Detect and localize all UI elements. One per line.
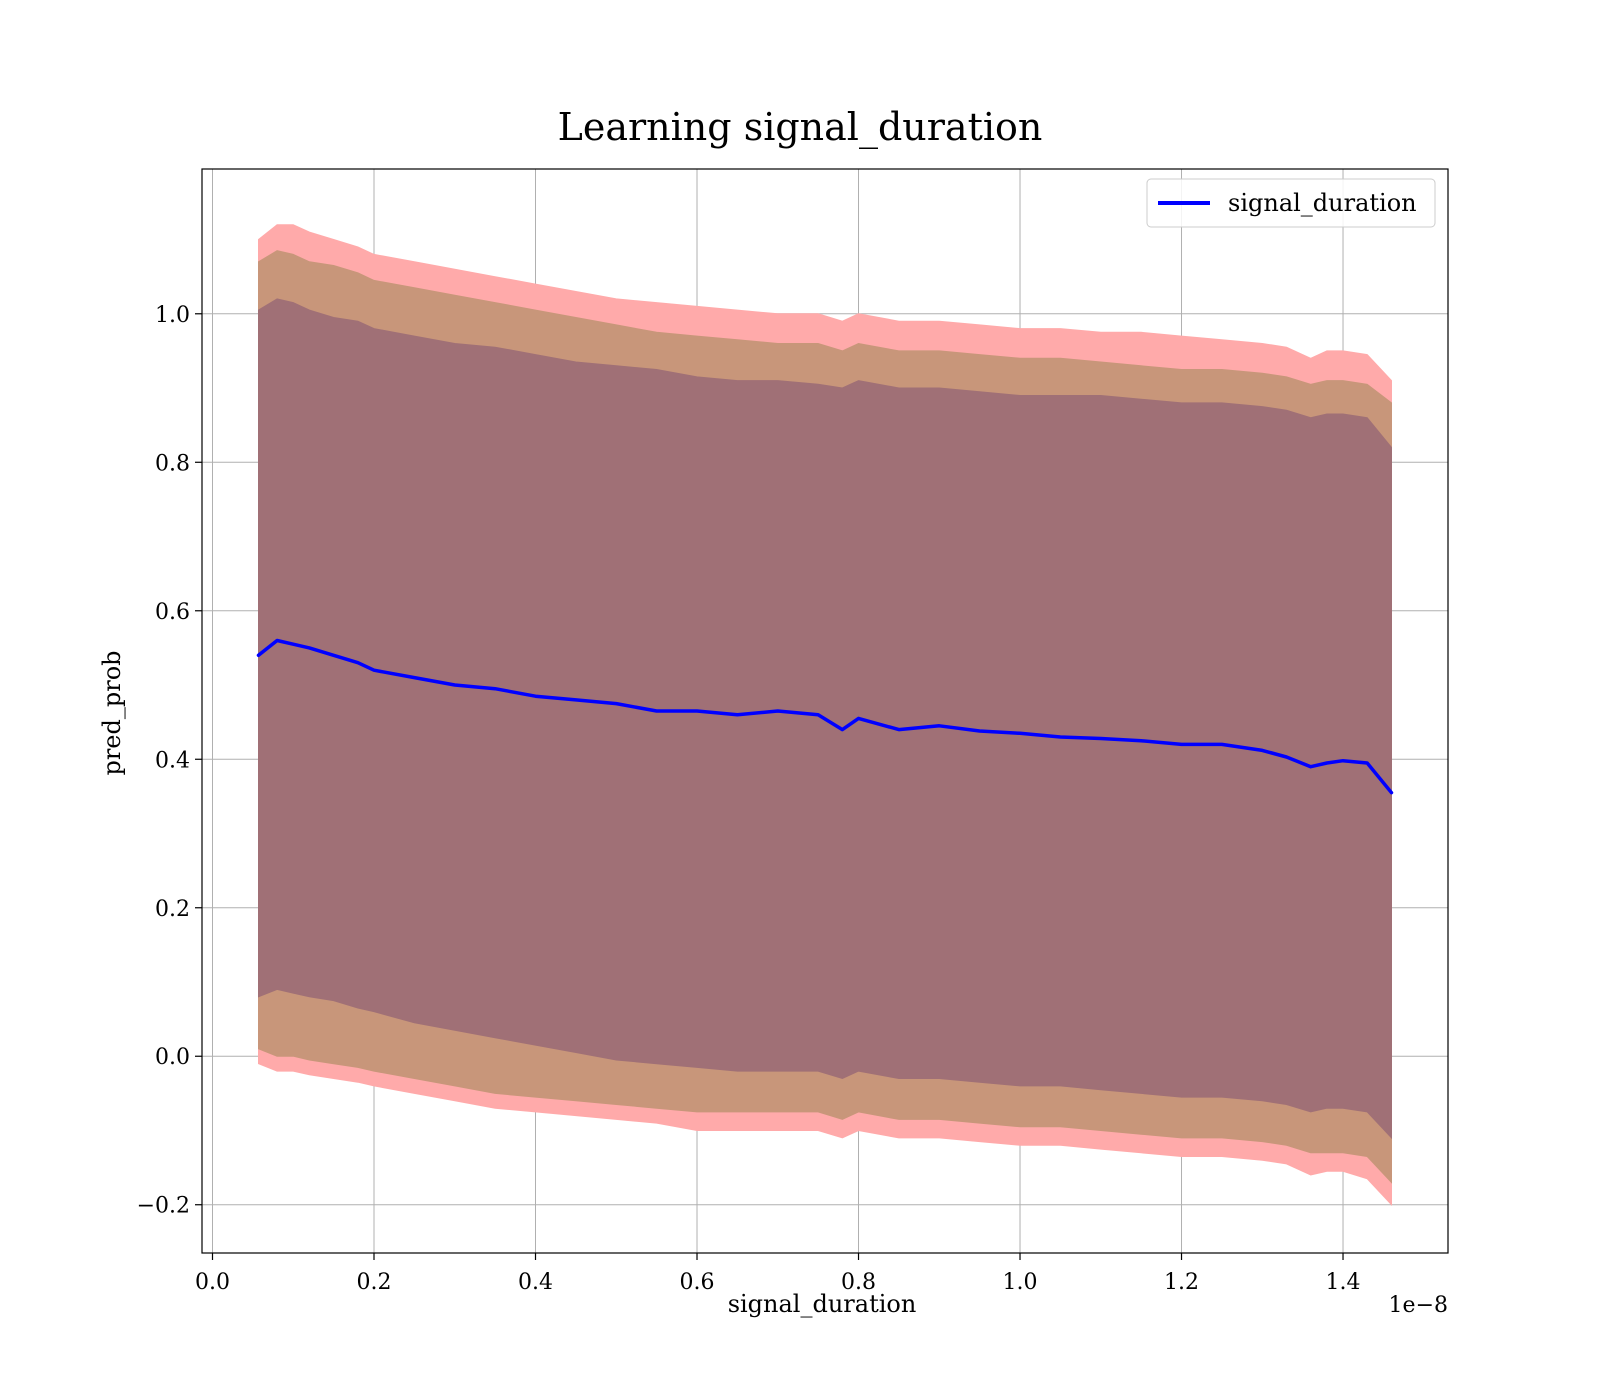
x-tick-label: 0.6: [680, 1270, 715, 1295]
x-axis-label: signal_duration: [728, 1290, 917, 1318]
x-tick-label: 1.4: [1326, 1270, 1361, 1295]
data-series: [256, 638, 1394, 795]
y-tick-label: 1.0: [155, 303, 190, 328]
y-axis-label: pred_prob: [98, 650, 126, 775]
confidence-bands: [258, 224, 1392, 1206]
y-axis-ticks: −0.2 0.0 0.2 0.4 0.6 0.8 1.0: [137, 303, 202, 1219]
x-tick-label: 0.4: [518, 1270, 553, 1295]
series-line-signal-duration: [256, 638, 1394, 795]
x-tick-label: 0.0: [195, 1270, 230, 1295]
legend-box: [1146, 178, 1436, 228]
y-tick-label: 0.4: [155, 748, 190, 773]
x-tick-label: 1.2: [1164, 1270, 1199, 1295]
x-axis-ticks: 0.0 0.2 0.4 0.6 0.8 1.0 1.2 1.4: [195, 1253, 1361, 1295]
plot-area-frame: [201, 168, 1449, 1254]
x-tick-label: 1.0: [1003, 1270, 1038, 1295]
x-tick-label: 0.2: [357, 1270, 392, 1295]
y-tick-label: 0.6: [155, 600, 190, 625]
y-tick-label: −0.2: [137, 1194, 190, 1219]
legend-entry-label: signal_duration: [1228, 189, 1417, 217]
chart-title: Learning signal_duration: [558, 105, 1043, 150]
y-tick-label: 0.8: [155, 451, 190, 476]
x-tick-label: 0.8: [841, 1270, 876, 1295]
x-axis-offset-label: 1e−8: [1389, 1293, 1448, 1318]
y-tick-label: 0.0: [155, 1045, 190, 1070]
legend: signal_duration: [1146, 178, 1436, 228]
y-tick-label: 0.2: [155, 897, 190, 922]
